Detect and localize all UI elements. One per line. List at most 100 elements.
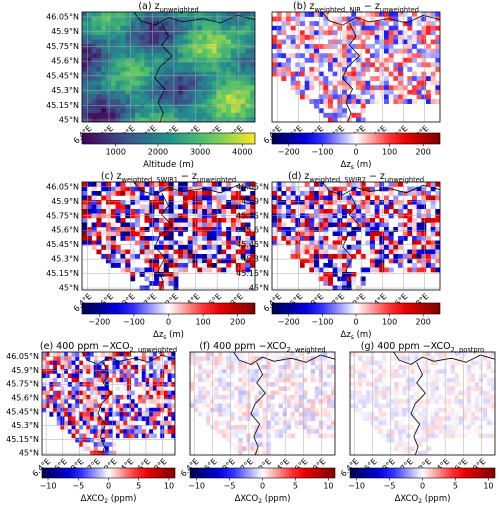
map-pixel <box>216 258 222 264</box>
map-pixel <box>346 21 352 27</box>
map-pixel <box>398 399 403 404</box>
map-pixel <box>120 117 126 122</box>
map-pixel <box>382 360 387 366</box>
map-pixel <box>462 412 468 417</box>
map-pixel <box>379 254 385 259</box>
map-pixel <box>421 267 427 273</box>
map-pixel <box>370 403 375 409</box>
map-pixel <box>272 191 277 196</box>
map-pixel <box>101 108 107 114</box>
map-pixel <box>435 191 440 196</box>
map-pixel <box>206 186 213 192</box>
map-pixel <box>360 222 366 228</box>
map-pixel <box>388 182 394 187</box>
map-pixel <box>221 191 227 196</box>
map-pixel <box>97 442 102 447</box>
map-pixel <box>282 420 287 426</box>
map-pixel <box>290 360 296 366</box>
map-pixel <box>314 21 319 27</box>
map-pixel <box>82 53 88 59</box>
map-pixel <box>126 352 131 357</box>
map-pixel <box>272 186 277 192</box>
map-pixel <box>144 99 150 104</box>
map-pixel <box>384 12 389 17</box>
map-pixel <box>326 416 332 421</box>
map-pixel <box>434 433 439 439</box>
map-pixel <box>115 394 120 400</box>
map-pixel <box>398 39 403 45</box>
map-pixel <box>302 420 308 426</box>
map-pixel <box>426 433 431 439</box>
map-pixel <box>430 48 436 54</box>
map-pixel <box>125 222 131 228</box>
map-pixel <box>337 276 343 282</box>
map-pixel <box>422 429 427 434</box>
map-pixel <box>366 416 371 421</box>
map-pixel <box>211 76 217 82</box>
map-pixel <box>254 433 259 439</box>
map-pixel <box>115 99 121 104</box>
map-pixel <box>354 364 359 370</box>
map-pixel <box>407 231 413 237</box>
map-pixel <box>346 99 352 104</box>
map-pixel <box>173 12 179 17</box>
map-pixel <box>318 204 324 210</box>
map-pixel <box>222 364 227 370</box>
map-pixel <box>206 57 213 63</box>
map-pixel <box>214 429 219 434</box>
map-pixel <box>93 442 98 447</box>
y-tick-label: 45.6°N <box>241 226 269 235</box>
map-pixel <box>130 94 136 100</box>
map-pixel <box>149 30 155 36</box>
map-pixel <box>407 34 413 40</box>
map-pixel <box>332 195 338 201</box>
map-pixel <box>120 108 126 114</box>
map-pixel <box>435 231 440 237</box>
map-pixel <box>435 240 440 246</box>
map-pixel <box>139 80 145 86</box>
map-pixel <box>221 103 227 109</box>
map-pixel <box>126 412 131 417</box>
map-pixel <box>342 112 347 118</box>
map-pixel <box>234 382 239 387</box>
subscript: weighted, NIR <box>314 6 361 14</box>
map-pixel <box>96 16 102 22</box>
map-pixel <box>430 394 435 400</box>
map-pixel <box>290 44 296 49</box>
map-pixel <box>93 433 98 439</box>
map-pixel <box>101 89 107 95</box>
map-pixel <box>197 94 203 100</box>
map-pixel <box>86 412 91 417</box>
map-pixel <box>360 30 366 36</box>
map-pixel <box>167 356 172 361</box>
map-pixel <box>141 356 146 361</box>
map-pixel <box>130 62 136 68</box>
map-pixel <box>192 186 198 192</box>
map-pixel <box>221 67 227 72</box>
map-pixel <box>410 382 415 387</box>
map-pixel <box>238 407 243 413</box>
map-pixel <box>152 369 157 374</box>
map-pixel <box>123 429 128 434</box>
map-pixel <box>198 356 203 361</box>
map-pixel <box>326 412 332 417</box>
map-pixel <box>120 80 126 86</box>
map-pixel <box>75 352 80 357</box>
map-pixel <box>412 85 417 91</box>
border-line <box>342 192 360 290</box>
map-pixel <box>240 186 246 192</box>
map-pixel <box>187 21 193 27</box>
map-pixel <box>222 433 227 439</box>
map-pixel <box>187 103 193 109</box>
map-pixel <box>238 382 243 387</box>
map-pixel <box>101 85 107 91</box>
map-pixel <box>198 369 203 374</box>
map-pixel <box>139 108 145 114</box>
map-pixel <box>115 48 121 54</box>
map-pixel <box>158 53 164 59</box>
map-pixel <box>230 364 235 370</box>
map-pixel <box>96 103 102 109</box>
map-pixel <box>446 416 451 421</box>
map-pixel <box>104 407 109 413</box>
map-pixel <box>318 195 324 201</box>
